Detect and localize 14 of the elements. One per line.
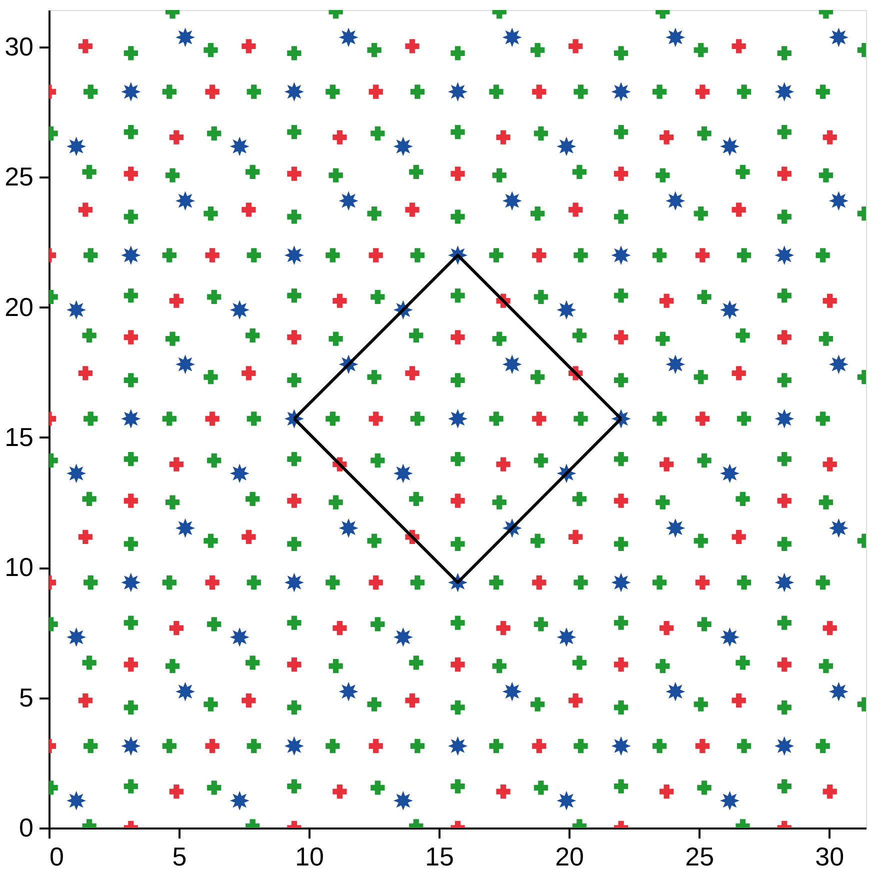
y-tick-label: 0 — [19, 812, 34, 842]
y-tick-label: 10 — [4, 552, 34, 582]
x-tick-label: 30 — [815, 842, 844, 872]
y-tick-label: 30 — [4, 31, 34, 62]
x-tick-label: 15 — [425, 842, 454, 872]
y-tick-label: 25 — [4, 162, 34, 192]
x-tick-label: 25 — [685, 842, 714, 872]
x-tick-label: 20 — [555, 842, 584, 872]
x-tick-label: 10 — [295, 842, 324, 872]
y-tick-label: 5 — [19, 682, 34, 712]
x-tick-label: 5 — [172, 842, 187, 872]
y-tick-label: 20 — [4, 292, 34, 322]
y-tick-label: 15 — [4, 422, 34, 452]
x-tick-label: 0 — [50, 842, 64, 872]
